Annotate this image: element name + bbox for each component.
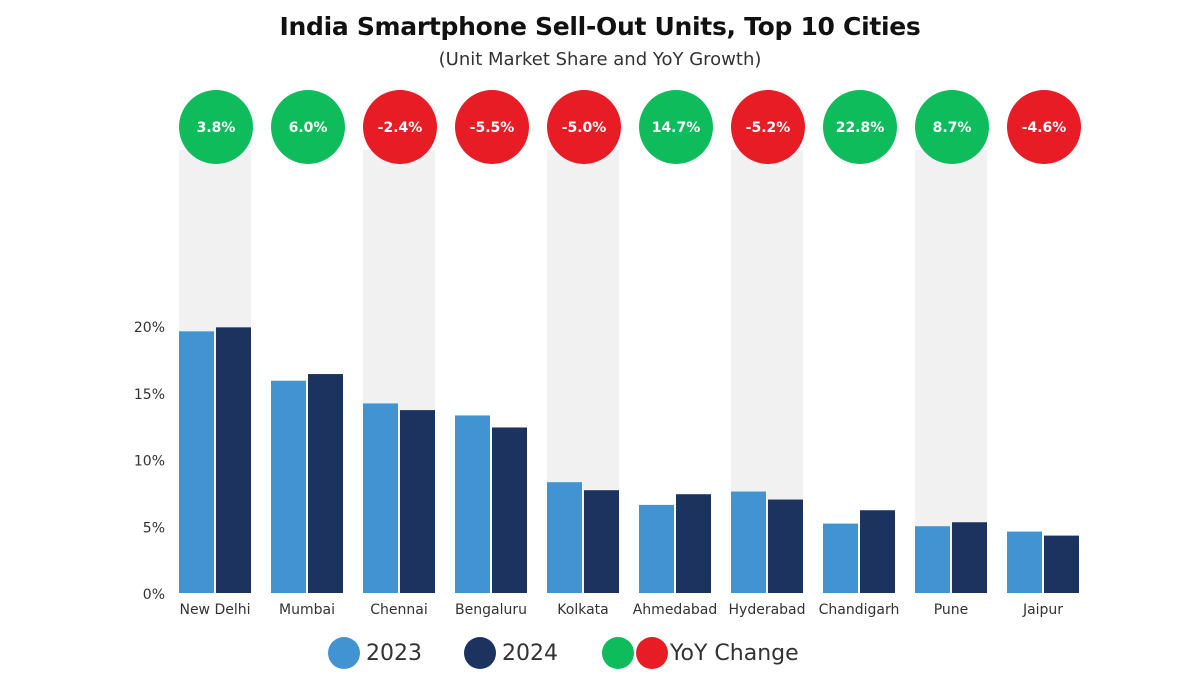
yoy-label: -4.6% — [1022, 120, 1067, 136]
legend-label: 2024 — [502, 640, 558, 666]
bar-2024 — [768, 499, 803, 593]
legend-swatch-2023 — [328, 637, 360, 669]
bars — [179, 327, 1079, 593]
legend-label: 2023 — [366, 640, 422, 666]
y-tick-label: 20% — [134, 320, 165, 336]
shaded-band — [915, 150, 987, 593]
yoy-label: 14.7% — [652, 120, 701, 136]
x-tick-label: Ahmedabad — [633, 602, 718, 618]
legend-item-yoy: YoY Change — [602, 637, 799, 669]
bar-2023 — [271, 380, 306, 593]
bar-2023 — [823, 523, 858, 593]
yoy-bubbles: 3.8% 6.0% -2.4% -5.5% -5.0% 14.7% -5.2% 22.8% 8.… — [179, 90, 1081, 164]
yoy-bubble — [271, 90, 345, 164]
yoy-label: -5.0% — [562, 120, 607, 136]
bar-2023 — [639, 504, 674, 593]
bar-2024 — [400, 410, 435, 593]
x-tick-label: Hyderabad — [729, 602, 806, 618]
bar-2024 — [860, 510, 895, 593]
x-axis: New Delhi Mumbai Chennai Bengaluru Kolkata Ah… — [179, 602, 1063, 618]
yoy-bubble — [455, 90, 529, 164]
x-tick-label: Jaipur — [1022, 602, 1063, 618]
bar-2023 — [731, 491, 766, 593]
legend-swatch-2024 — [464, 637, 496, 669]
yoy-bubble — [179, 90, 253, 164]
bar-2023 — [363, 403, 398, 593]
x-tick-label: Chandigarh — [819, 602, 900, 618]
bar-2024 — [1044, 535, 1079, 593]
bar-2024 — [308, 374, 343, 593]
bar-2024 — [676, 494, 711, 593]
bar-2023 — [455, 415, 490, 593]
y-tick-label: 5% — [143, 520, 165, 536]
yoy-bubble — [731, 90, 805, 164]
y-axis: 0% 5% 10% 15% 20% — [134, 320, 165, 603]
bar-2023 — [1007, 531, 1042, 593]
bar-2023 — [915, 526, 950, 593]
bar-2024 — [952, 522, 987, 593]
legend-item-2023: 2023 — [328, 637, 422, 669]
yoy-bubble — [547, 90, 621, 164]
y-tick-label: 15% — [134, 387, 165, 403]
yoy-label: 22.8% — [836, 120, 885, 136]
x-tick-label: Chennai — [370, 602, 427, 618]
yoy-bubble — [915, 90, 989, 164]
x-tick-label: Bengaluru — [455, 602, 527, 618]
yoy-label: 3.8% — [197, 120, 236, 136]
chart-subtitle: (Unit Market Share and YoY Growth) — [438, 49, 762, 70]
x-tick-label: New Delhi — [179, 602, 250, 618]
yoy-label: 6.0% — [289, 120, 328, 136]
yoy-label: -5.5% — [470, 120, 515, 136]
legend-swatch-yoy-negative — [636, 637, 668, 669]
bar-2023 — [179, 331, 214, 593]
y-tick-label: 0% — [143, 587, 165, 603]
yoy-label: -5.2% — [746, 120, 791, 136]
x-tick-label: Mumbai — [279, 602, 335, 618]
yoy-bubble — [639, 90, 713, 164]
chart-title: India Smartphone Sell-Out Units, Top 10 … — [279, 12, 921, 41]
yoy-label: 8.7% — [933, 120, 972, 136]
legend-swatch-yoy-positive — [602, 637, 634, 669]
y-tick-label: 10% — [134, 454, 165, 470]
legend: 2023 2024 YoY Change — [328, 636, 799, 670]
bar-2024 — [216, 327, 251, 593]
x-tick-label: Pune — [934, 602, 969, 618]
x-tick-label: Kolkata — [557, 602, 608, 618]
yoy-bubble — [363, 90, 437, 164]
yoy-bubble — [823, 90, 897, 164]
bar-2024 — [492, 427, 527, 593]
legend-item-2024: 2024 — [464, 637, 558, 669]
yoy-bubble — [1007, 90, 1081, 164]
yoy-label: -2.4% — [378, 120, 423, 136]
bar-2024 — [584, 490, 619, 593]
legend-label: YoY Change — [670, 640, 799, 666]
bar-2023 — [547, 482, 582, 593]
